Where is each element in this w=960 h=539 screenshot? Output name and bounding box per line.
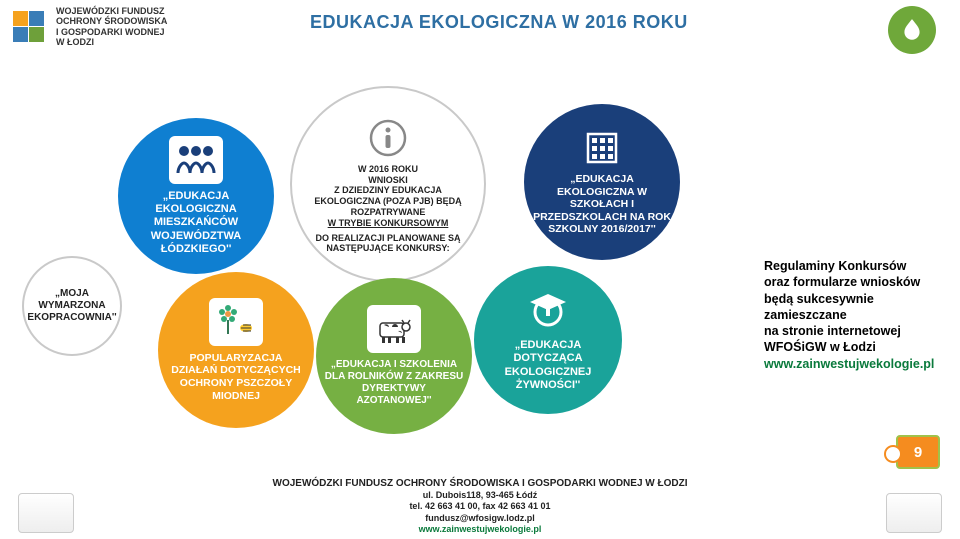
circle-pszczola: POPULARYZACJA DZIAŁAŃ DOTYCZĄCYCH OCHRON… [158,272,314,428]
side-link[interactable]: www.zainwestujwekologie.pl [764,356,954,372]
footer-org: WOJEWÓDZKI FUNDUSZ OCHRONY ŚRODOWISKA I … [0,478,960,491]
logo-icon [10,8,48,46]
footer: WOJEWÓDZKI FUNDUSZ OCHRONY ŚRODOWISKA I … [0,478,960,536]
footer-url[interactable]: www.zainwestujwekologie.pl [0,524,960,535]
circle-rolnicy: „EDUKACJA I SZKOLENIA DLA ROLNIKÓW Z ZAK… [316,278,472,434]
header: WOJEWÓDZKI FUNDUSZ OCHRONY ŚRODOWISKA I … [10,6,167,47]
leaf-badge-icon [888,6,936,54]
circle-szkoly: „EDUKACJA EKOLOGICZNA W SZKOŁACH I PRZED… [524,104,680,260]
circle-label: „EDUKACJA EKOLOGICZNA MIESZKAŃCÓW WOJEWÓ… [118,190,274,256]
circle-label: „EDUKACJA I SZKOLENIA DLA ROLNIKÓW Z ZAK… [316,359,472,407]
circle-label: W 2016 ROKU WNIOSKI Z DZIEDZINY EDUKACJA… [292,164,484,254]
circle-label: „EDUKACJA EKOLOGICZNA W SZKOŁACH I PRZED… [524,173,680,236]
circle-moja-ekopracownia: „MOJA WYMARZONA EKOPRACOWNIA'' [22,256,122,356]
circle-info-konkursy: W 2016 ROKU WNIOSKI Z DZIEDZINY EDUKACJA… [290,86,486,282]
flower-icon [209,298,263,346]
circle-edukacja-mieszkancow: „EDUKACJA EKOLOGICZNA MIESZKAŃCÓW WOJEWÓ… [118,118,274,274]
cow-icon [367,305,421,353]
org-name: WOJEWÓDZKI FUNDUSZ OCHRONY ŚRODOWISKA I … [56,6,167,47]
page-title: EDUKACJA EKOLOGICZNA W 2016 ROKU [310,12,688,33]
page-number: 9 [896,435,940,469]
building-icon [582,128,622,169]
circle-zywnosc: „EDUKACJA DOTYCZĄCA EKOLOGICZNEJ ŻYWNOŚC… [474,266,622,414]
footer-addr: ul. Dubois118, 93-465 Łódź [0,490,960,501]
info-icon [361,114,415,162]
circle-label: POPULARYZACJA DZIAŁAŃ DOTYCZĄCYCH OCHRON… [158,352,314,402]
side-info-text: Regulaminy Konkursów oraz formularze wni… [764,258,954,372]
circle-label: „EDUKACJA DOTYCZĄCA EKOLOGICZNEJ ŻYWNOŚC… [474,339,622,392]
circle-label: „MOJA WYMARZONA EKOPRACOWNIA'' [19,288,124,324]
footer-tel: tel. 42 663 41 00, fax 42 663 41 01 [0,501,960,512]
people-icon [169,136,223,184]
footer-email: fundusz@wfosigw.lodz.pl [0,513,960,524]
grad-icon [524,288,572,333]
